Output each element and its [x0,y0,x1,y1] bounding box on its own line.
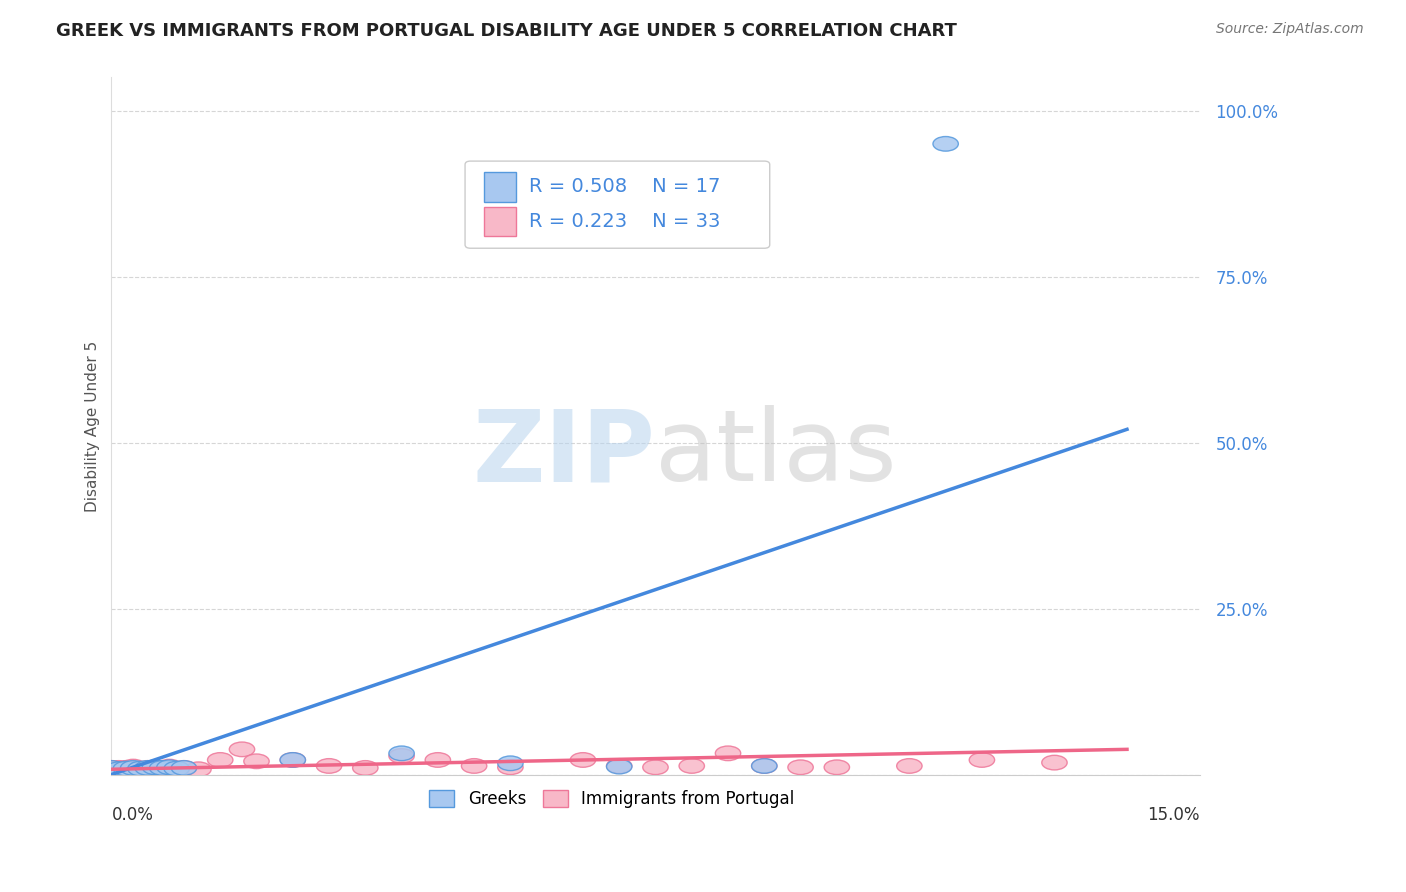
Ellipse shape [105,761,131,775]
Ellipse shape [934,136,959,151]
Ellipse shape [824,760,849,774]
Ellipse shape [98,761,124,775]
Ellipse shape [149,761,174,775]
Ellipse shape [787,760,813,774]
Ellipse shape [716,746,741,761]
Ellipse shape [172,761,197,775]
Ellipse shape [165,762,190,777]
Ellipse shape [114,761,139,775]
Ellipse shape [316,758,342,773]
Ellipse shape [243,754,269,769]
Ellipse shape [121,761,146,775]
Ellipse shape [142,761,167,775]
Ellipse shape [606,758,631,773]
Ellipse shape [165,761,190,776]
Text: R = 0.508    N = 17: R = 0.508 N = 17 [529,178,721,196]
Ellipse shape [186,762,211,777]
Ellipse shape [679,758,704,773]
Ellipse shape [571,753,596,767]
Text: R = 0.223    N = 33: R = 0.223 N = 33 [529,212,721,231]
Ellipse shape [1042,756,1067,770]
Text: 0.0%: 0.0% [111,806,153,824]
Ellipse shape [156,759,183,774]
Text: 15.0%: 15.0% [1147,806,1199,824]
Y-axis label: Disability Age Under 5: Disability Age Under 5 [86,341,100,512]
Ellipse shape [208,753,233,767]
Text: Source: ZipAtlas.com: Source: ZipAtlas.com [1216,22,1364,37]
FancyBboxPatch shape [465,161,769,248]
Ellipse shape [114,761,139,776]
Ellipse shape [156,760,183,774]
Ellipse shape [897,758,922,773]
Text: GREEK VS IMMIGRANTS FROM PORTUGAL DISABILITY AGE UNDER 5 CORRELATION CHART: GREEK VS IMMIGRANTS FROM PORTUGAL DISABI… [56,22,957,40]
Ellipse shape [606,759,631,774]
FancyBboxPatch shape [484,207,516,236]
Ellipse shape [498,756,523,771]
Ellipse shape [135,761,160,775]
Ellipse shape [425,753,450,767]
Text: atlas: atlas [655,405,897,502]
Ellipse shape [105,762,131,777]
Ellipse shape [752,758,778,773]
Ellipse shape [461,758,486,773]
Ellipse shape [752,758,778,773]
Ellipse shape [128,761,153,776]
Ellipse shape [98,761,124,775]
Ellipse shape [353,761,378,775]
Ellipse shape [121,759,146,774]
Ellipse shape [128,762,153,777]
Ellipse shape [389,748,415,764]
Ellipse shape [229,742,254,756]
Ellipse shape [643,760,668,774]
Ellipse shape [280,753,305,767]
Ellipse shape [135,761,160,775]
Ellipse shape [389,746,415,761]
FancyBboxPatch shape [484,172,516,202]
Ellipse shape [280,753,305,767]
Ellipse shape [969,753,994,767]
Ellipse shape [149,761,174,775]
Ellipse shape [498,760,523,774]
Legend: Greeks, Immigrants from Portugal: Greeks, Immigrants from Portugal [423,783,801,815]
Ellipse shape [142,760,167,774]
Text: ZIP: ZIP [472,405,655,502]
Ellipse shape [172,761,197,775]
